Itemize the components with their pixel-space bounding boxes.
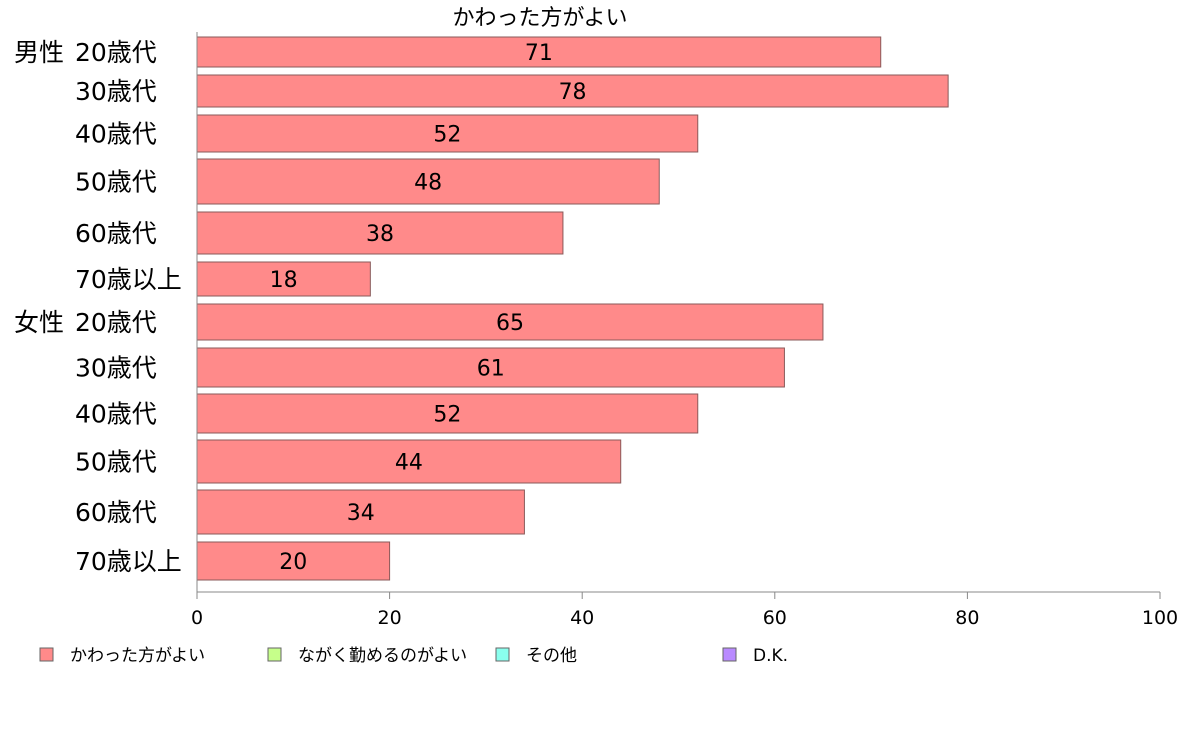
x-axis: 0 20 40 60 80 100 — [191, 32, 1178, 629]
bar-data-label: 20 — [279, 550, 307, 575]
x-tick-label: 0 — [191, 607, 203, 629]
category-label: 20歳代 — [75, 38, 157, 67]
bar-data-label: 18 — [270, 268, 298, 293]
legend-swatch — [267, 647, 282, 662]
legend-label: かわった方がよい — [70, 646, 205, 666]
chart-title: かわった方がよい — [453, 6, 628, 31]
category-label: 70歳以上 — [75, 265, 182, 294]
bar-data-label: 34 — [347, 501, 375, 526]
category-label: 70歳以上 — [75, 547, 182, 576]
legend-label: その他 — [526, 646, 577, 666]
bar-data-label: 52 — [433, 123, 461, 148]
legend-label: D.K. — [753, 646, 788, 666]
x-tick-label: 60 — [763, 607, 787, 629]
bar — [196, 211, 564, 255]
bar — [196, 541, 391, 581]
group-label: 女性 — [14, 308, 64, 337]
bar-data-label: 38 — [366, 222, 394, 247]
category-label: 50歳代 — [75, 168, 157, 197]
bar-data-label: 48 — [414, 171, 442, 196]
bar-data-label: 78 — [559, 80, 587, 105]
bar-data-label: 52 — [433, 403, 461, 428]
x-tick-label: 100 — [1142, 607, 1178, 629]
category-labels: 20歳代 30歳代 40歳代 50歳代 60歳代 70歳以上 20歳代 30歳代 40歳代 50歳… — [14, 38, 182, 576]
category-label: 50歳代 — [75, 448, 157, 477]
category-label: 40歳代 — [75, 400, 157, 429]
bar — [196, 439, 622, 484]
bar — [196, 158, 660, 205]
bar — [196, 114, 699, 153]
legend: かわった方がよい ながく勤めるのがよい その他 D.K. — [39, 646, 788, 666]
bar — [196, 489, 525, 535]
category-label: 30歳代 — [75, 354, 157, 383]
legend-swatch — [39, 647, 54, 662]
category-label: 60歳代 — [75, 498, 157, 527]
category-label: 40歳代 — [75, 120, 157, 149]
x-tick-label: 80 — [955, 607, 979, 629]
bar-data-label: 65 — [496, 311, 524, 336]
legend-swatch — [722, 647, 737, 662]
group-label: 男性 — [14, 38, 64, 67]
x-tick-label: 20 — [378, 607, 402, 629]
bar-data-label: 71 — [525, 41, 553, 66]
bar — [196, 303, 824, 341]
bar-data-label: 44 — [395, 451, 423, 476]
category-label: 60歳代 — [75, 219, 157, 248]
category-label: 30歳代 — [75, 77, 157, 106]
bar — [196, 74, 949, 108]
x-tick-label: 40 — [570, 607, 594, 629]
bar — [196, 36, 882, 68]
legend-swatch — [495, 647, 510, 662]
bar-data-label: 61 — [477, 357, 505, 382]
legend-label: ながく勤めるのがよい — [298, 646, 467, 666]
category-label: 20歳代 — [75, 308, 157, 337]
